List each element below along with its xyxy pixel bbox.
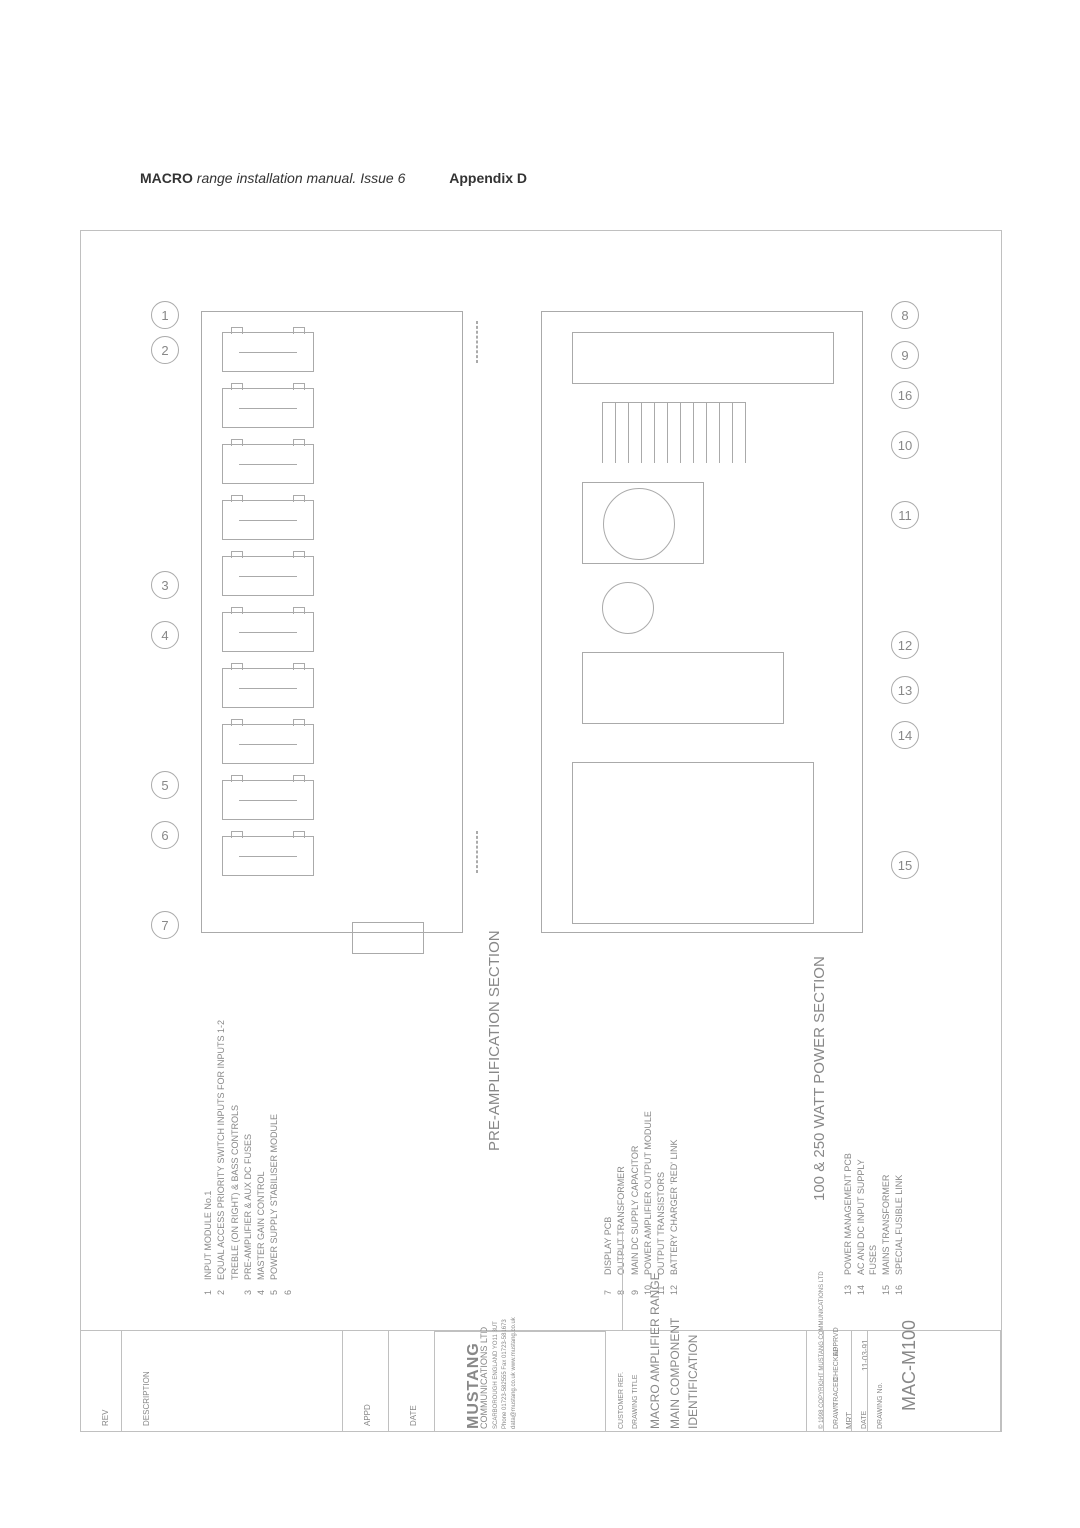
callout-9: 9 — [891, 341, 919, 369]
input-slots — [222, 332, 442, 876]
appendix-label: Appendix D — [449, 170, 527, 186]
legend-col-1: 1INPUT MODULE No.12EQUAL ACCESS PRIORITY… — [201, 1014, 296, 1301]
company-addr1: SCARBOROUGH ENGLAND YO11 3UT — [493, 1321, 499, 1429]
customer-ref-label: CUSTOMER REF. — [618, 1372, 625, 1429]
drawing-frame: 1 2 3 4 5 6 7 8 9 16 10 11 12 13 14 15 — [80, 230, 1002, 1432]
callout-2: 2 — [151, 336, 179, 364]
date-header: DATE — [409, 1405, 418, 1426]
titleblock: REV DESCRIPTION APPD DATE MUSTANG COMMUN… — [81, 1330, 1001, 1431]
power-section-label: 100 & 250 WATT POWER SECTION — [811, 956, 828, 1201]
traced-label: TRACED — [833, 1377, 840, 1406]
section-break-bot — [476, 831, 478, 873]
appd-header: APPD — [363, 1404, 372, 1426]
drawn-value: MRT — [845, 1412, 854, 1429]
callout-4: 4 — [151, 621, 179, 649]
copyright-line: © 1998 COPYRIGHT MUSTANG COMMUNICATIONS … — [819, 1271, 825, 1429]
section-break-top — [476, 321, 478, 363]
title-line-1: MACRO AMPLIFIER RANGE — [648, 1272, 662, 1429]
amp-output-module — [582, 652, 784, 724]
company-addr2: Phone 01723-582555 Fax 01723-581673 — [502, 1319, 508, 1429]
output-transformer — [582, 482, 704, 564]
callout-10: 10 — [891, 431, 919, 459]
supply-cap — [602, 582, 654, 634]
power-board — [541, 311, 863, 933]
heatsink-fins — [602, 402, 782, 462]
company-sub: COMMUNICATIONS LTD — [479, 1327, 489, 1429]
callout-7: 7 — [151, 911, 179, 939]
date-value: 11-03-91 — [861, 1340, 870, 1371]
callout-8: 8 — [891, 301, 919, 329]
preamp-section-label: PRE-AMPLIFICATION SECTION — [486, 930, 503, 1151]
callout-12: 12 — [891, 631, 919, 659]
page-header: MACRO range installation manual. Issue 6… — [140, 170, 527, 186]
title-line-3: IDENTIFICATION — [686, 1335, 700, 1429]
display-pcb — [572, 332, 834, 384]
output-transistors — [572, 762, 814, 924]
title-line-2: MAIN COMPONENT — [668, 1318, 682, 1429]
drawing-number: MAC-M100 — [899, 1320, 920, 1411]
callout-5: 5 — [151, 771, 179, 799]
legend-col-3: 13POWER MANAGEMENT PCB14AC AND DC INPUT … — [841, 1141, 907, 1301]
callout-3: 3 — [151, 571, 179, 599]
legend-col-2: 7DISPLAY PCB8OUTPUT TRANSFORMER9MAIN DC … — [601, 1105, 683, 1301]
desc-header: DESCRIPTION — [142, 1371, 151, 1426]
subtitle-text: range installation manual. Issue 6 — [197, 170, 406, 186]
rev-header: REV — [101, 1410, 110, 1426]
callout-11: 11 — [891, 501, 919, 529]
brand-text: MACRO — [140, 170, 193, 186]
callout-14: 14 — [891, 721, 919, 749]
drawing-no-label: DRAWING No. — [877, 1383, 884, 1429]
page: MACRO range installation manual. Issue 6… — [0, 0, 1080, 1528]
callout-1: 1 — [151, 301, 179, 329]
preamp-board — [201, 311, 463, 933]
apprvd-label: APPRVD — [833, 1327, 840, 1356]
callout-16: 16 — [891, 381, 919, 409]
callout-13: 13 — [891, 676, 919, 704]
drawn-label: DRAWN — [833, 1403, 840, 1429]
small-module — [352, 922, 424, 954]
drawing-title-label: DRAWING TITLE — [632, 1375, 639, 1429]
callout-6: 6 — [151, 821, 179, 849]
company-addr3: data@mustang.co.uk www.mustang.co.uk — [511, 1317, 517, 1429]
callout-15: 15 — [891, 851, 919, 879]
